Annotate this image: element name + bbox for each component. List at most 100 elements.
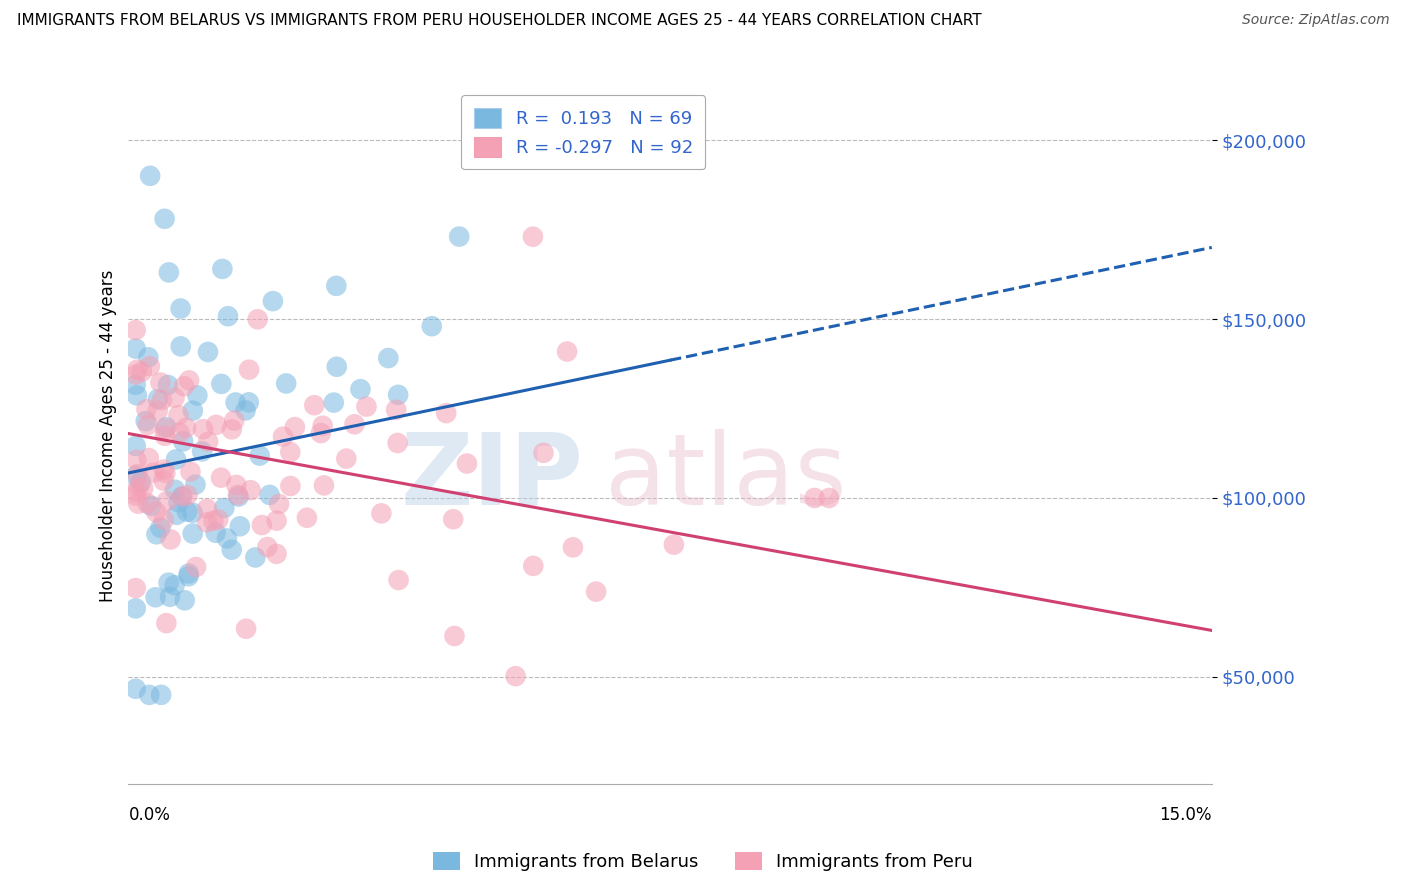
Point xyxy=(176,488,198,502)
Point xyxy=(309,425,332,440)
Point xyxy=(166,508,188,522)
Point xyxy=(276,376,298,391)
Point xyxy=(156,378,179,392)
Point xyxy=(169,301,191,316)
Point xyxy=(239,483,262,498)
Point xyxy=(211,261,233,276)
Point xyxy=(184,560,207,574)
Text: ZIP: ZIP xyxy=(401,429,583,525)
Point xyxy=(125,601,148,615)
Point xyxy=(167,408,190,422)
Point xyxy=(155,616,177,631)
Point xyxy=(127,467,149,482)
Point xyxy=(215,532,238,546)
Point xyxy=(142,466,165,480)
Point xyxy=(155,466,177,480)
Point xyxy=(271,430,294,444)
Point xyxy=(149,376,172,390)
Point xyxy=(207,512,229,526)
Point xyxy=(280,479,302,493)
Point xyxy=(456,457,478,471)
Point xyxy=(370,507,392,521)
Point xyxy=(165,452,187,467)
Text: atlas: atlas xyxy=(605,429,846,525)
Point xyxy=(145,527,167,541)
Point xyxy=(127,362,149,376)
Point xyxy=(135,414,157,428)
Point xyxy=(157,265,180,279)
Point xyxy=(163,483,186,497)
Text: 0.0%: 0.0% xyxy=(128,805,170,824)
Point xyxy=(177,566,200,581)
Point xyxy=(169,425,191,440)
Point xyxy=(150,688,173,702)
Point xyxy=(377,351,399,365)
Point xyxy=(250,518,273,533)
Point xyxy=(159,533,181,547)
Point xyxy=(246,312,269,326)
Point xyxy=(385,402,408,417)
Point xyxy=(197,345,219,359)
Legend: Immigrants from Belarus, Immigrants from Peru: Immigrants from Belarus, Immigrants from… xyxy=(426,845,980,879)
Point xyxy=(238,362,260,376)
Point xyxy=(193,422,215,436)
Point xyxy=(221,422,243,436)
Point xyxy=(186,388,208,402)
Y-axis label: Householder Income Ages 25 - 44 years: Householder Income Ages 25 - 44 years xyxy=(100,269,117,601)
Point xyxy=(561,541,583,555)
Point xyxy=(343,417,366,432)
Point xyxy=(191,444,214,458)
Point xyxy=(226,488,249,502)
Point xyxy=(155,420,177,434)
Point xyxy=(125,439,148,453)
Point xyxy=(153,422,176,436)
Point xyxy=(262,294,284,309)
Point xyxy=(152,474,174,488)
Point xyxy=(387,388,409,402)
Point xyxy=(141,499,163,513)
Point xyxy=(269,497,291,511)
Point xyxy=(152,462,174,476)
Point xyxy=(522,558,544,573)
Point xyxy=(249,449,271,463)
Point xyxy=(284,420,307,434)
Point xyxy=(139,359,162,374)
Point xyxy=(152,513,174,527)
Point xyxy=(163,391,186,405)
Point xyxy=(202,514,225,528)
Point xyxy=(195,501,218,516)
Point xyxy=(522,229,544,244)
Point xyxy=(235,622,257,636)
Point xyxy=(145,591,167,605)
Point xyxy=(181,526,204,541)
Point xyxy=(214,500,236,515)
Point xyxy=(125,452,148,467)
Point xyxy=(125,388,148,402)
Point xyxy=(179,465,201,479)
Point xyxy=(170,339,193,353)
Point xyxy=(326,359,349,374)
Point xyxy=(153,211,176,226)
Point xyxy=(156,494,179,508)
Point xyxy=(204,525,226,540)
Point xyxy=(125,581,148,595)
Point xyxy=(129,475,152,489)
Point xyxy=(325,278,347,293)
Point xyxy=(135,402,157,417)
Point xyxy=(259,488,281,502)
Point xyxy=(173,379,195,393)
Point xyxy=(125,323,148,337)
Point xyxy=(209,471,232,485)
Point xyxy=(181,506,204,520)
Point xyxy=(153,429,176,443)
Point xyxy=(125,468,148,483)
Point xyxy=(195,516,218,530)
Point xyxy=(434,406,457,420)
Point xyxy=(266,514,288,528)
Point xyxy=(197,434,219,449)
Point xyxy=(266,547,288,561)
Point xyxy=(145,505,167,519)
Point xyxy=(449,229,471,244)
Point xyxy=(136,496,159,510)
Point xyxy=(228,490,250,504)
